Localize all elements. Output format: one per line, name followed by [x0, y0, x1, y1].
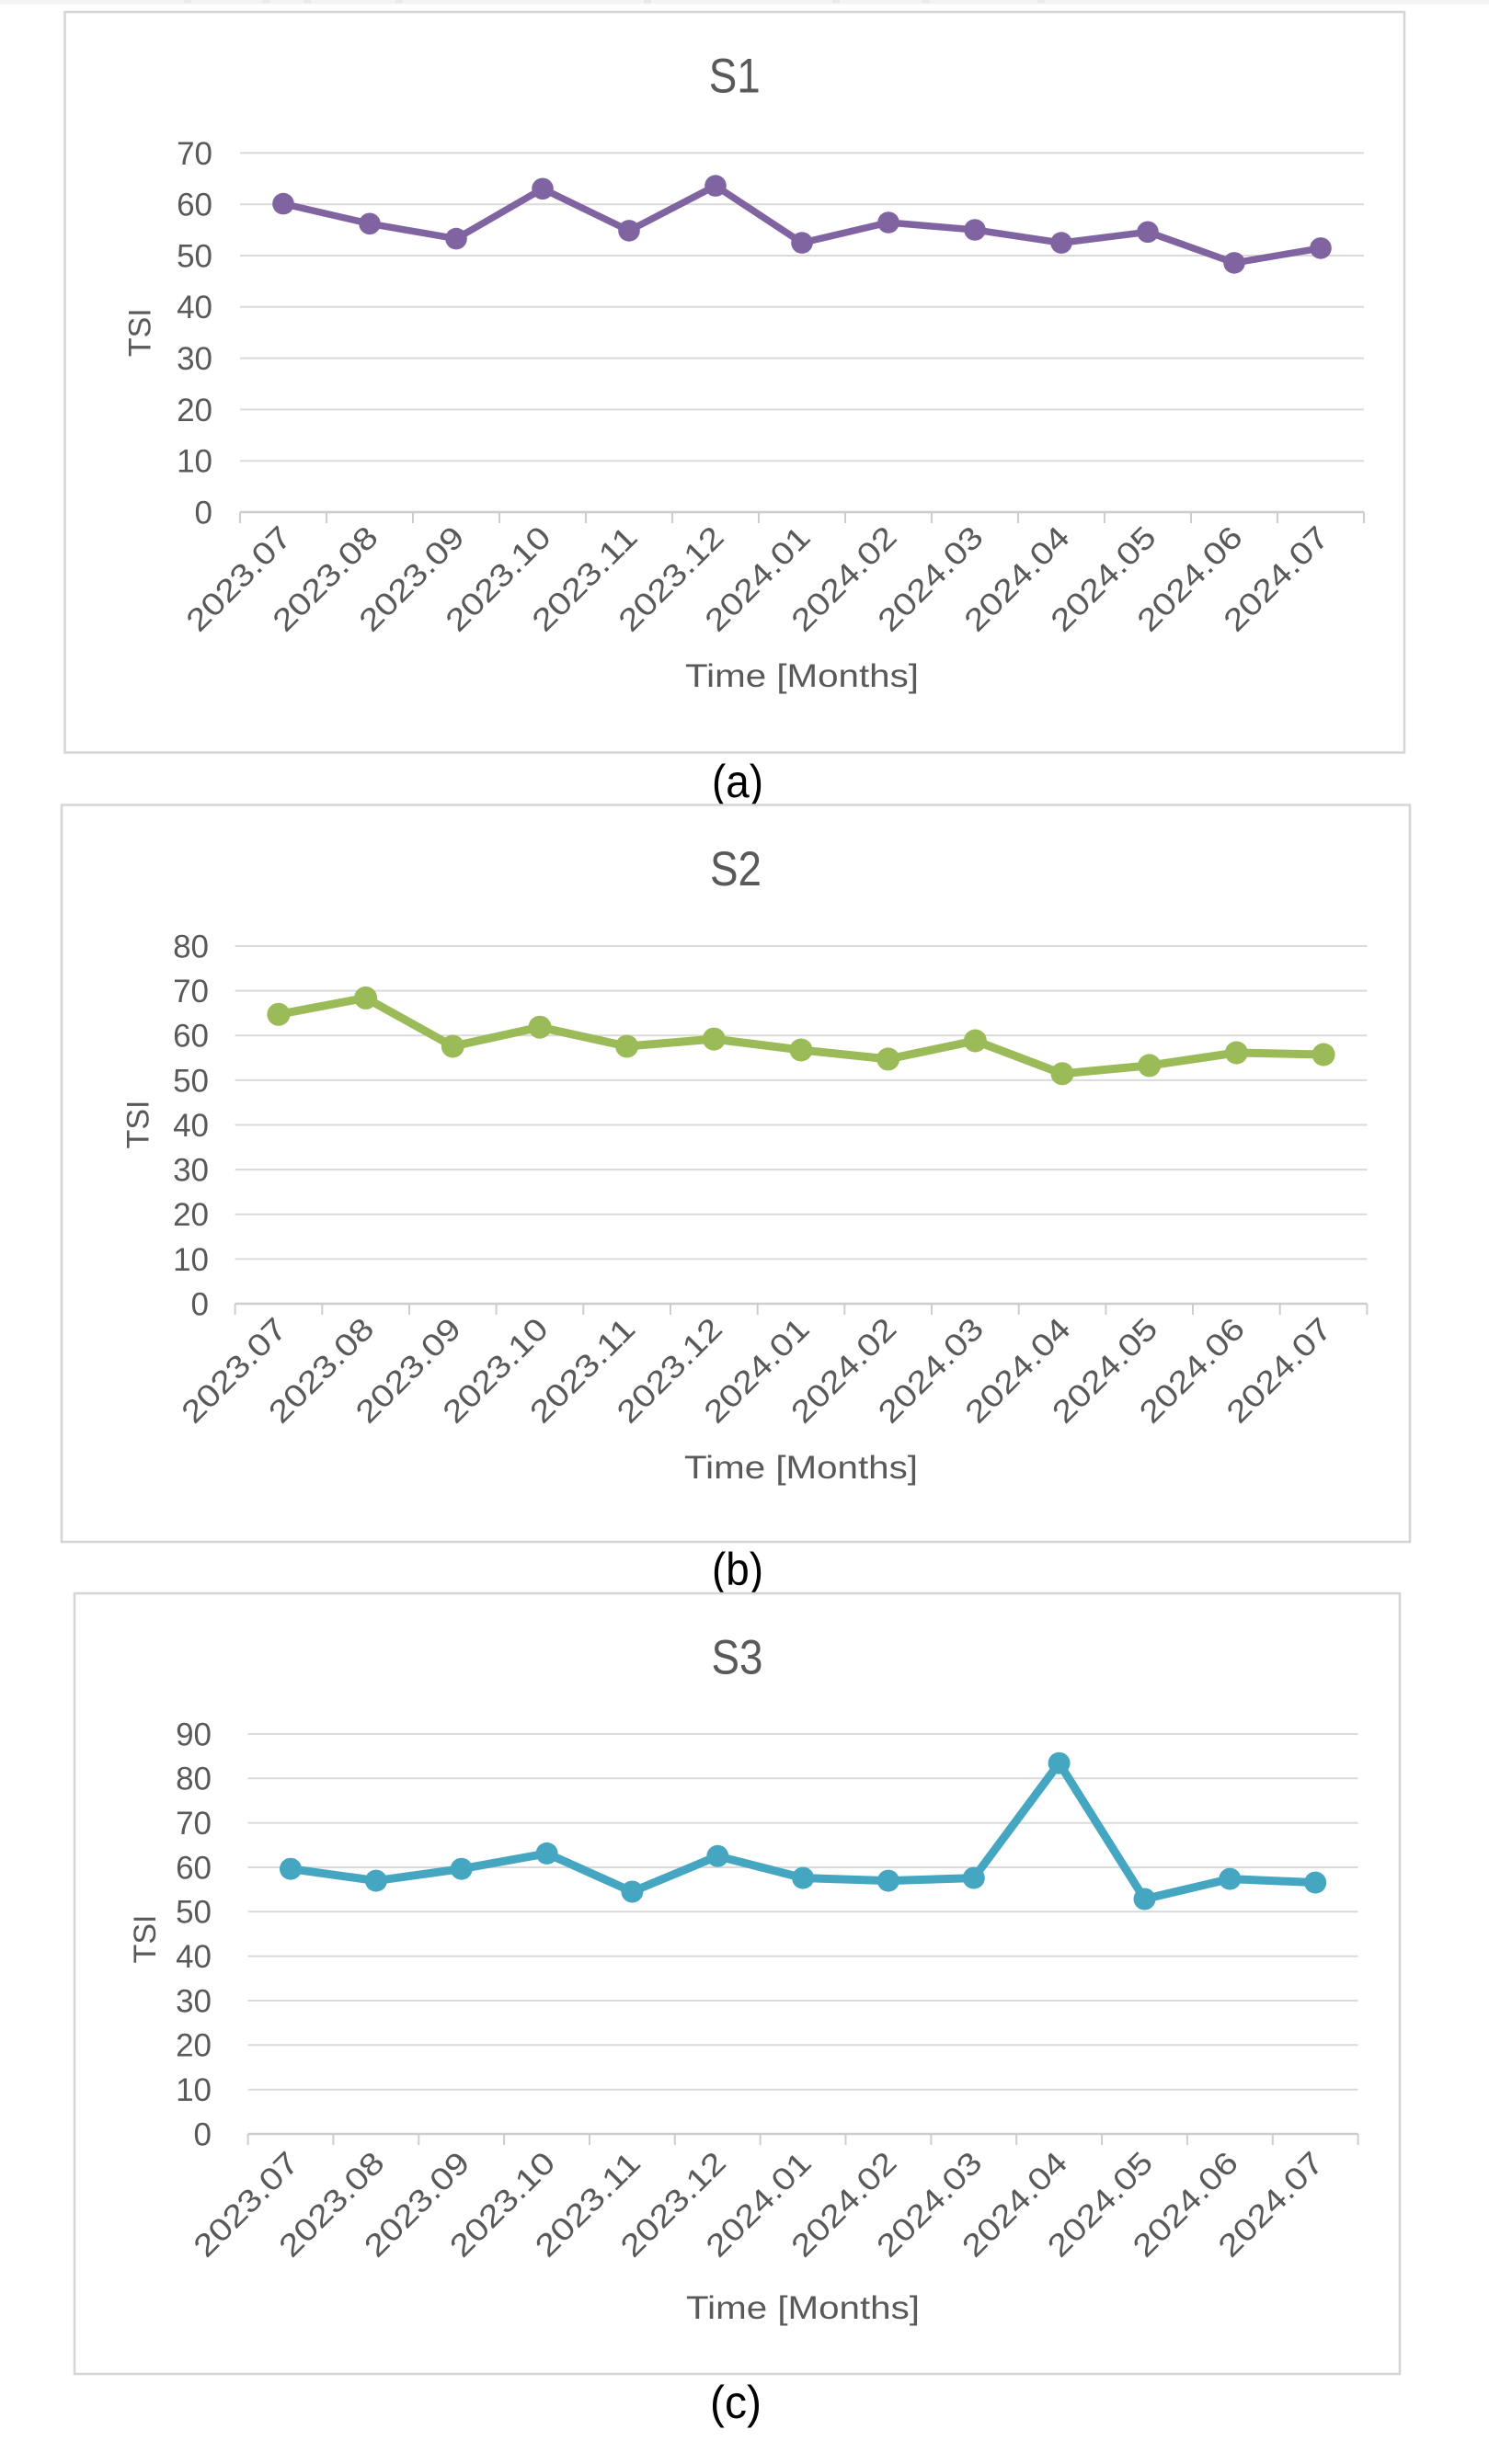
svg-text:TSI: TSI [123, 308, 158, 357]
svg-text:0: 0 [191, 1286, 209, 1322]
svg-text:50: 50 [173, 1063, 209, 1099]
svg-text:Time [Months]: Time [Months] [684, 1450, 918, 1486]
svg-text:TSI: TSI [128, 1915, 163, 1964]
svg-text:40: 40 [176, 1939, 212, 1975]
svg-text:70: 70 [177, 136, 212, 172]
svg-text:30: 30 [173, 1153, 209, 1189]
svg-text:Time [Months]: Time [Months] [685, 658, 919, 694]
svg-text:20: 20 [176, 2028, 212, 2064]
svg-text:(b): (b) [712, 1544, 763, 1595]
svg-text:50: 50 [177, 238, 212, 274]
svg-text:10: 10 [177, 444, 212, 480]
svg-text:60: 60 [176, 1850, 212, 1886]
svg-text:50: 50 [176, 1895, 212, 1931]
svg-text:S1: S1 [709, 50, 761, 104]
svg-text:70: 70 [176, 1806, 212, 1842]
svg-text:30: 30 [177, 341, 212, 377]
svg-text:40: 40 [177, 290, 212, 325]
svg-text:80: 80 [173, 929, 209, 964]
svg-text:10: 10 [176, 2072, 212, 2108]
svg-text:(c): (c) [710, 2377, 762, 2428]
svg-text:(a): (a) [712, 756, 763, 807]
svg-text:0: 0 [195, 495, 212, 530]
svg-text:20: 20 [177, 393, 212, 428]
svg-text:Time [Months]: Time [Months] [686, 2290, 920, 2326]
svg-text:90: 90 [176, 1717, 212, 1752]
svg-text:40: 40 [173, 1108, 209, 1144]
svg-text:S3: S3 [712, 1631, 763, 1685]
svg-text:70: 70 [173, 974, 209, 1010]
svg-text:80: 80 [176, 1762, 212, 1797]
svg-text:20: 20 [173, 1197, 209, 1233]
svg-text:10: 10 [173, 1242, 209, 1278]
svg-text:TSI: TSI [121, 1101, 156, 1149]
svg-text:60: 60 [177, 188, 212, 223]
svg-text:0: 0 [194, 2116, 212, 2152]
svg-text:30: 30 [176, 1983, 212, 2019]
svg-text:60: 60 [173, 1019, 209, 1055]
svg-text:S2: S2 [710, 842, 762, 896]
